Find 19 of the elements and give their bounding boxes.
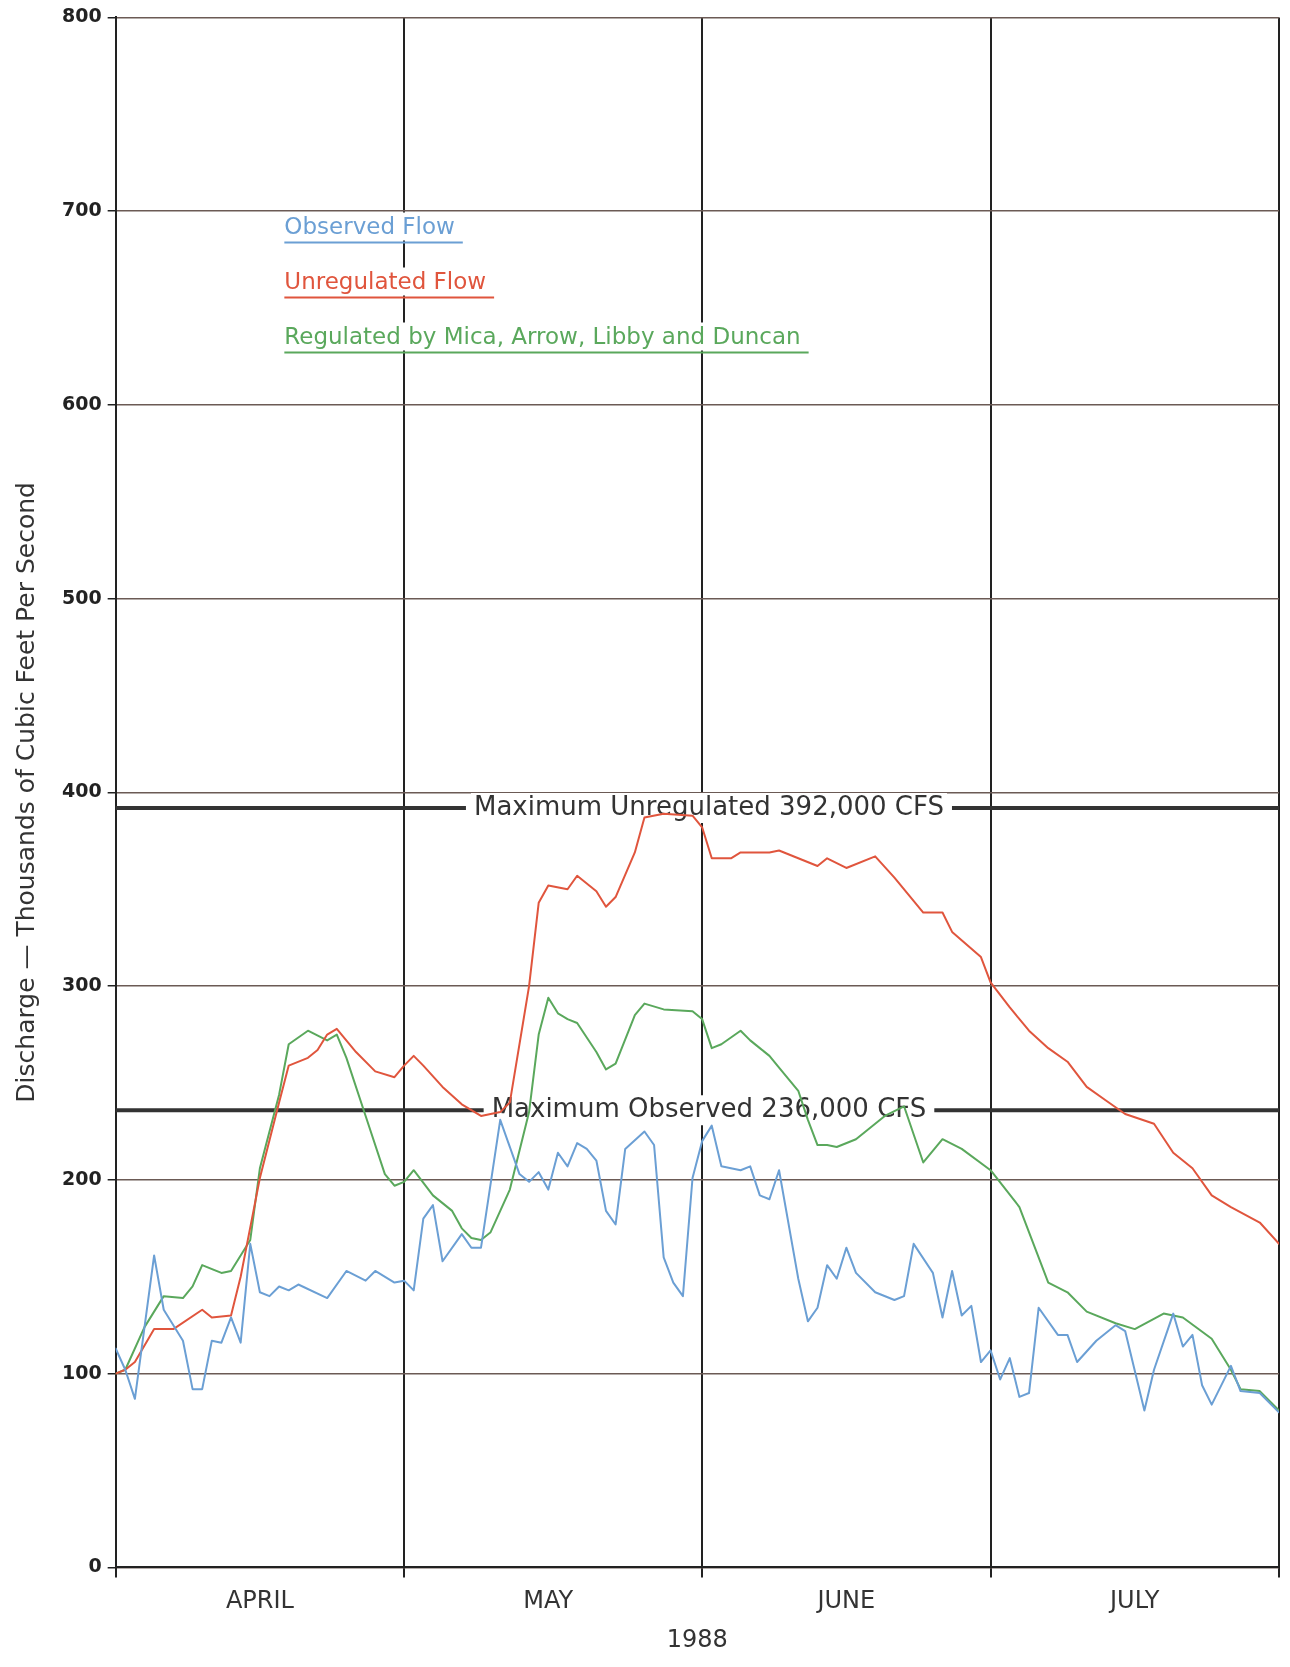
text: Unregulated Flow [284, 268, 487, 295]
ref-line-label: Maximum Unregulated 392,000 CFS [473, 790, 944, 821]
y-tick-label: 300 [61, 973, 102, 996]
x-tick-label: JULY [1108, 1586, 1160, 1615]
x-tick-label: JUNE [815, 1586, 876, 1615]
y-tick-label: 0 [88, 1554, 102, 1577]
y-tick-label: 200 [61, 1166, 102, 1189]
y-tick-label: 700 [61, 198, 102, 221]
x-axis-title: 1988 [666, 1624, 728, 1653]
y-tick-label: 400 [61, 779, 102, 802]
y-tick-label: 800 [61, 4, 102, 27]
y-tick-label: 600 [61, 391, 102, 414]
text: Regulated by Mica, Arrow, Libby and Duncan [284, 323, 801, 350]
x-tick-label: APRIL [225, 1586, 295, 1615]
text: Observed Flow [284, 213, 455, 240]
y-tick-label: 500 [61, 585, 102, 608]
y-axis-title: Discharge — Thousands of Cubic Feet Per Second [10, 482, 40, 1103]
x-tick-label: MAY [523, 1586, 574, 1615]
y-tick-label: 100 [61, 1360, 102, 1383]
